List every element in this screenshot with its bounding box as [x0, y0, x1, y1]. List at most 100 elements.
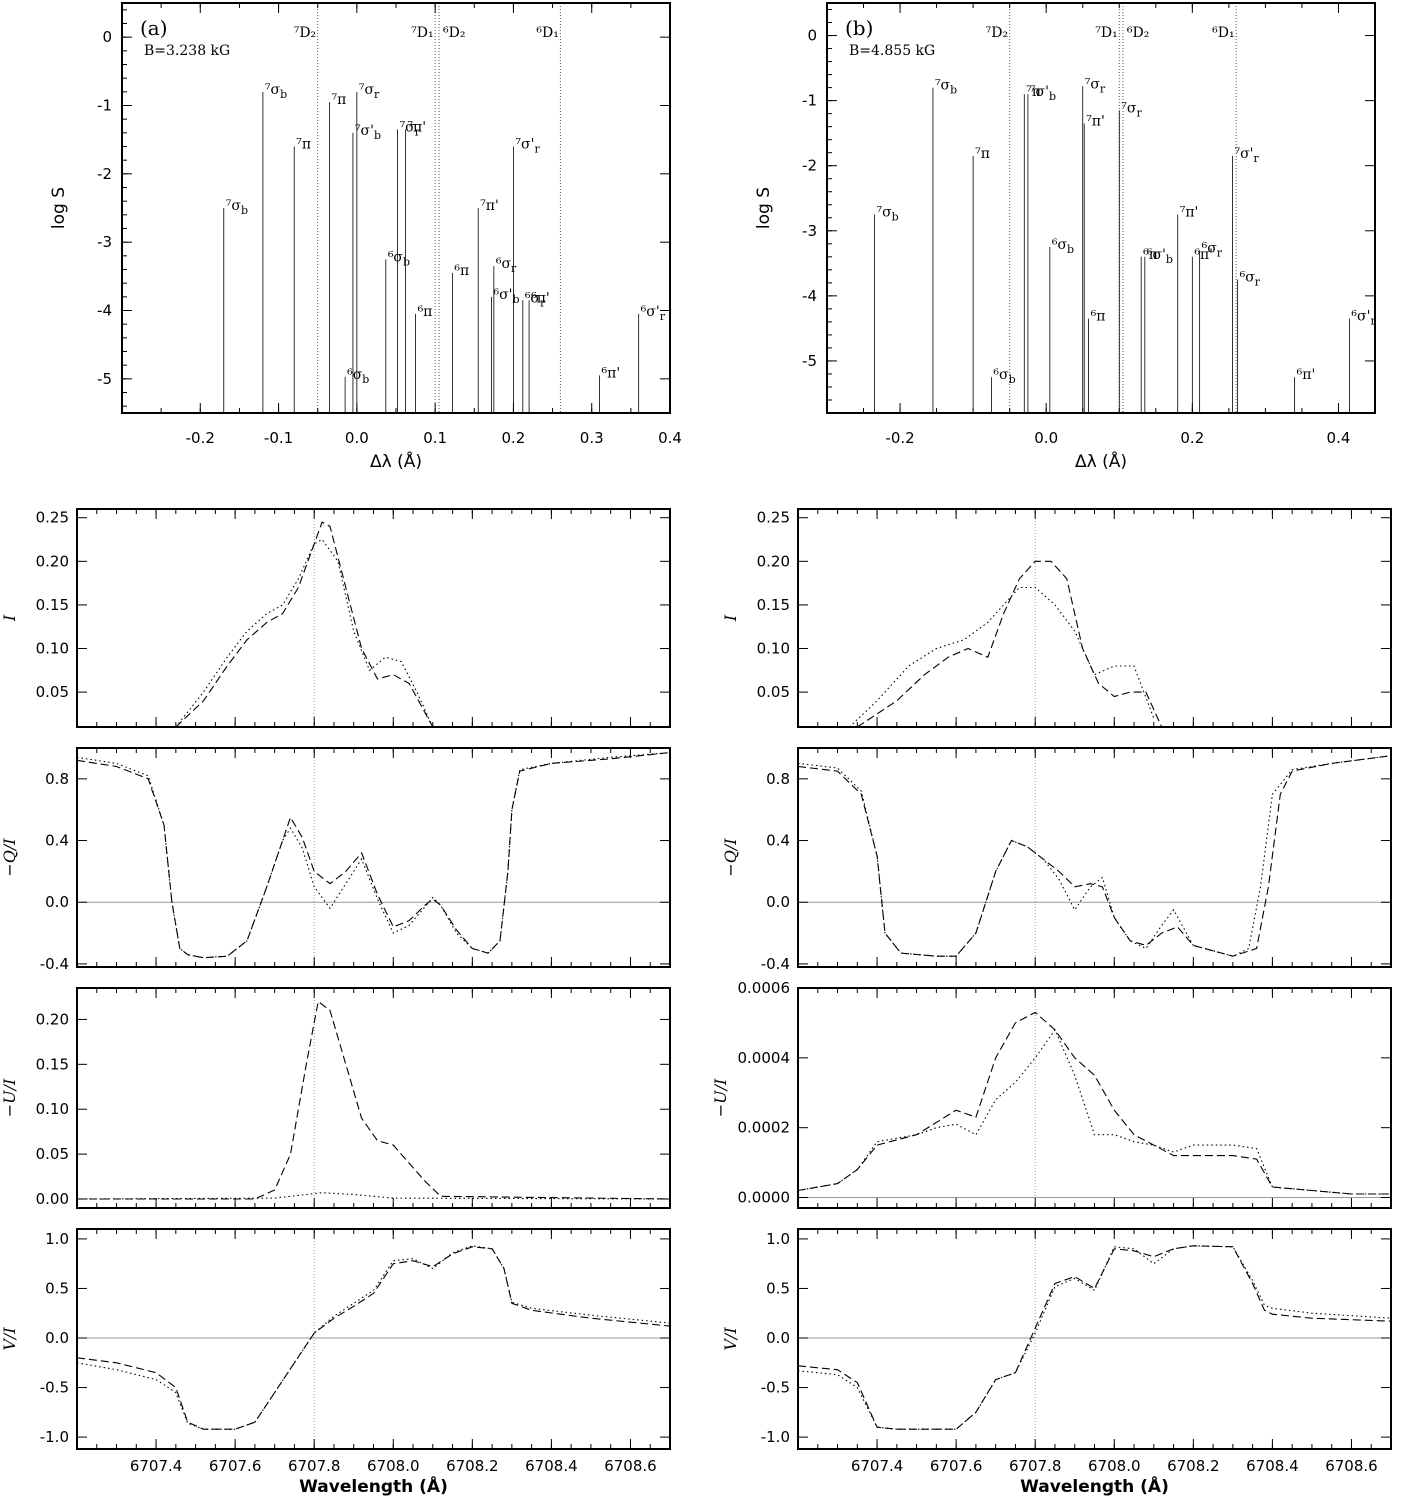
- stem-label-a-15: ⁷σ'r: [515, 137, 540, 156]
- stem-label-a-6-main: ⁷σ: [359, 82, 375, 98]
- frame-V_right: [797, 1228, 1392, 1450]
- ytick-label-a: -1: [97, 97, 112, 115]
- ylabel-Q_left: −Q/I: [0, 838, 19, 877]
- ref-label-b-2: ⁶D₂: [1127, 25, 1149, 41]
- stem-label-a-14: ⁶σr: [496, 256, 517, 275]
- stem-label-b-12-main: ⁶σ': [1147, 247, 1166, 263]
- stem-label-b-12: ⁶σ'b: [1147, 247, 1173, 266]
- xtick-label-b: 0.4: [1327, 429, 1351, 447]
- stem-label-a-17: ⁶π': [531, 290, 550, 306]
- stem-label-b-3: ⁶σb: [993, 367, 1015, 386]
- frame-Q_left: [76, 747, 671, 968]
- stokes-panel-Q_right: -0.4 0.0 0.4 0.8 −Q/I: [721, 747, 1392, 973]
- stem-label-b-16-main: ⁷σ': [1235, 146, 1254, 162]
- ref-label-a-1: ⁷D₁: [411, 25, 433, 41]
- stem-label-a-18: ⁶π': [602, 365, 621, 381]
- frame-a: [121, 2, 671, 414]
- series-dashed-V_right: [798, 1245, 1391, 1430]
- stem-label-a-14-main: ⁶σ: [496, 256, 512, 272]
- ref-label-a-3: ⁶D₁: [536, 25, 558, 41]
- ref-label-a-2: ⁶D₂: [443, 25, 465, 41]
- stem-label-a-8-sub: r: [415, 125, 421, 138]
- field-annotation-a: B=3.238 kG: [144, 43, 230, 59]
- xlabel-a: Δλ (Å): [370, 450, 422, 472]
- stem-label-b-18: ⁶π': [1297, 367, 1316, 383]
- xtick-label-b: 0.2: [1180, 429, 1204, 447]
- stem-label-a-9-main: ⁷π': [407, 119, 426, 135]
- xtick-label-a: -0.2: [186, 429, 215, 447]
- xtick-label-V_right: 6707.6: [930, 1457, 983, 1475]
- frame-Q_right: [797, 747, 1392, 968]
- stem-label-a-15-sub: r: [534, 143, 540, 156]
- ytick-label-U_left: 0.10: [36, 1100, 69, 1118]
- stokes-panel-Q_left: -0.4 0.0 0.4 0.8 −Q/I: [0, 747, 671, 973]
- series-dashed-Q_right: [798, 755, 1391, 957]
- stem-label-a-5: ⁷σ'b: [355, 123, 381, 142]
- ylabel-I_right: I: [721, 614, 740, 622]
- ytick-label-V_right: 0.0: [766, 1329, 790, 1347]
- ytick-label-V_right: 0.5: [766, 1279, 790, 1297]
- ytick-label-b: -1: [802, 92, 817, 110]
- stem-label-b-10-sub: r: [1136, 106, 1142, 119]
- xtick-label-a: -0.1: [264, 429, 293, 447]
- stem-label-a-6-sub: r: [374, 88, 380, 101]
- frame-I_left: [76, 508, 671, 728]
- stem-label-a-0-main: ⁷σ: [226, 198, 242, 214]
- ytick-label-Q_left: 0.8: [45, 770, 69, 788]
- stem-label-b-9: ⁶π: [1091, 309, 1106, 325]
- xtick-label-a: 0.4: [658, 429, 682, 447]
- stem-label-b-9-main: ⁶π: [1091, 309, 1106, 325]
- stem-label-b-15: ⁶σr: [1202, 240, 1223, 259]
- stem-label-b-16-sub: r: [1254, 152, 1260, 165]
- stem-label-b-1-sub: b: [950, 84, 957, 97]
- ytick-label-U_left: 0.05: [36, 1145, 69, 1163]
- stem-panel-a: ⁷D₂ ⁷D₁ ⁶D₂ ⁶D₁⁷σb⁷σb⁷π⁷π⁶σb⁷σ'b⁷σr⁶σb⁷σr⁷π…: [49, 2, 682, 472]
- stem-label-b-17-main: ⁶σ: [1240, 270, 1256, 286]
- xtick-label-V_left: 6707.8: [288, 1457, 341, 1475]
- stem-label-b-2-main: ⁷π: [975, 146, 990, 162]
- stem-label-b-12-sub: b: [1166, 253, 1173, 266]
- ref-label-b-3: ⁶D₁: [1212, 25, 1234, 41]
- stem-label-a-7-sub: b: [403, 255, 410, 268]
- stem-label-b-5: ⁷σ'b: [1030, 84, 1056, 103]
- stem-label-a-13-main: ⁶σ': [494, 287, 513, 303]
- ytick-label-I_right: 0.10: [757, 640, 790, 658]
- stem-label-b-1: ⁷σb: [935, 78, 957, 97]
- stem-label-b-18-main: ⁶π': [1297, 367, 1316, 383]
- ytick-label-b: -4: [802, 287, 817, 305]
- stem-label-a-5-sub: b: [374, 129, 381, 142]
- stem-label-b-10-main: ⁷σ: [1121, 100, 1137, 116]
- ytick-label-I_right: 0.25: [757, 509, 790, 527]
- xlabel-V_right: Wavelength (Å): [1020, 1474, 1169, 1497]
- stokes-panel-V_right: 6707.4 6707.6 6707.8 6708.0 6708.2 6708.4 6708…: [721, 1228, 1392, 1497]
- ylabel-V_left: V/I: [0, 1327, 19, 1351]
- ylabel-Q_right: −Q/I: [721, 838, 740, 877]
- ylabel-b: log S: [754, 187, 774, 229]
- ytick-label-U_left: 0.20: [36, 1010, 69, 1028]
- stem-label-a-7-main: ⁶σ: [388, 249, 404, 265]
- ytick-label-Q_right: -0.4: [761, 955, 790, 973]
- xtick-label-a: 0.0: [345, 429, 369, 447]
- stem-label-b-3-sub: b: [1009, 373, 1016, 386]
- stem-label-a-2-main: ⁷π: [296, 137, 311, 153]
- panel-label-b: (b): [845, 16, 873, 40]
- stem-label-a-3-main: ⁷π: [331, 92, 346, 108]
- frame-I_right: [797, 508, 1392, 728]
- stem-label-b-2: ⁷π: [975, 146, 990, 162]
- ytick-label-a: -3: [97, 233, 112, 251]
- ytick-label-a: 0: [102, 28, 112, 46]
- xtick-label-a: 0.2: [501, 429, 525, 447]
- frame-b: [826, 2, 1376, 414]
- stem-panel-b: ⁷D₂ ⁷D₁ ⁶D₂ ⁶D₁⁷σb⁷σb⁷π⁶σb⁷π⁷σ'b⁶σb⁷σr⁷π'⁶π…: [754, 2, 1376, 472]
- ytick-label-Q_left: -0.4: [40, 955, 69, 973]
- ytick-label-I_left: 0.15: [36, 596, 69, 614]
- stem-label-a-16-sub: r: [540, 296, 546, 309]
- ytick-label-I_right: 0.20: [757, 552, 790, 570]
- xtick-label-V_left: 6708.0: [367, 1457, 420, 1475]
- stem-label-a-1: ⁷σb: [265, 82, 287, 101]
- ytick-label-b: -2: [802, 157, 817, 175]
- stem-label-b-8-main: ⁷π': [1086, 113, 1105, 129]
- stem-label-a-10-main: ⁶π: [418, 304, 433, 320]
- series-dotted-Q_right: [798, 755, 1391, 957]
